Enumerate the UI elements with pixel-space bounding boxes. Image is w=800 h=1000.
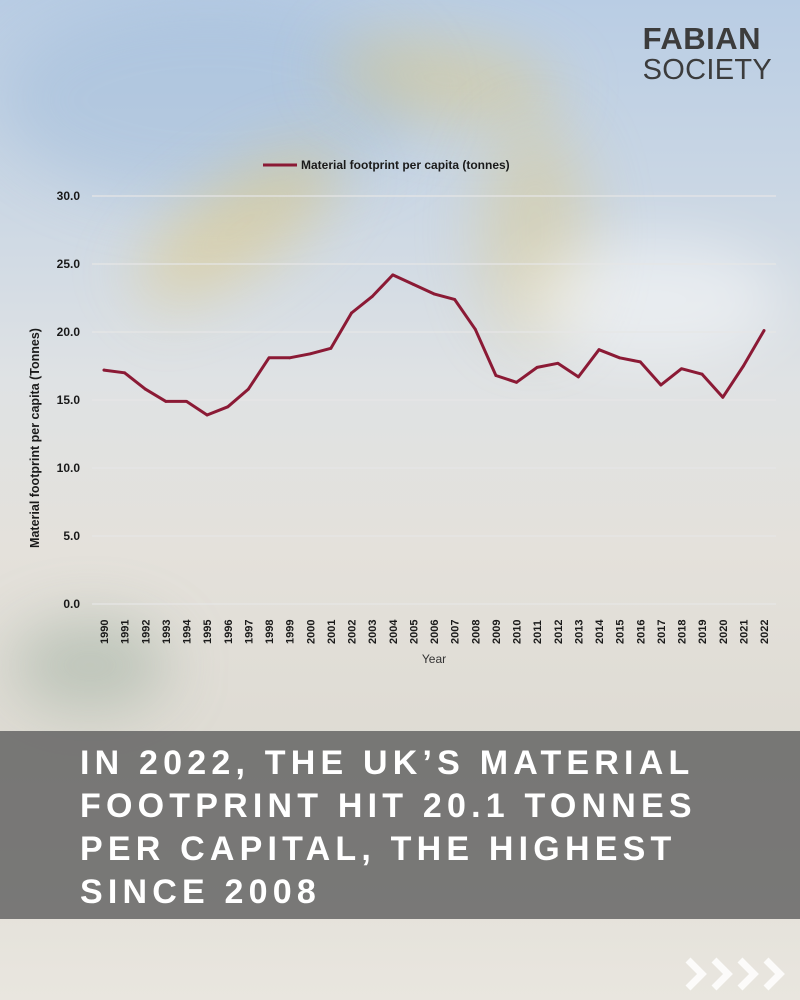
data-point: [638, 360, 642, 364]
y-tick-label: 5.0: [63, 529, 80, 543]
data-point: [267, 356, 271, 360]
chart-legend: Material footprint per capita (tonnes): [263, 158, 510, 172]
y-axis-title: Material footprint per capita (Tonnes): [28, 328, 42, 548]
x-tick-label: 1991: [120, 620, 132, 644]
x-tick-label: 2003: [367, 620, 379, 644]
y-tick-label: 15.0: [57, 393, 81, 407]
data-point: [185, 399, 188, 403]
x-tick-label: 2014: [594, 619, 606, 644]
data-point: [308, 352, 312, 356]
series-layer: [102, 273, 766, 417]
x-tick-label: 1992: [140, 620, 152, 644]
data-point: [700, 372, 704, 376]
x-axis-ticks: 1990 1991 1992 1993 1994 1995 1996 1997 1998 1999…: [99, 619, 771, 644]
data-point: [659, 383, 663, 387]
headline-text: IN 2022, THE UK’S MATERIAL FOOTPRINT HIT…: [80, 744, 697, 911]
data-point: [102, 368, 106, 372]
x-tick-label: 1995: [202, 620, 214, 644]
data-point: [143, 387, 147, 391]
data-point: [576, 375, 580, 379]
x-tick-label: 2022: [759, 620, 771, 644]
x-tick-label: 2010: [512, 620, 524, 644]
x-tick-label: 1996: [223, 620, 235, 644]
x-tick-label: 2004: [388, 619, 400, 644]
x-tick-label: 2008: [470, 620, 482, 644]
y-tick-label: 25.0: [57, 257, 81, 271]
series-line: [102, 273, 766, 417]
data-point: [597, 348, 601, 352]
x-tick-label: 2012: [553, 620, 565, 644]
x-tick-label: 2013: [573, 620, 585, 644]
x-tick-label: 2018: [677, 620, 689, 644]
x-tick-label: 2001: [326, 620, 338, 644]
logo-line-2: SOCIETY: [642, 54, 772, 86]
data-point: [350, 311, 353, 315]
data-point: [205, 413, 209, 417]
material-footprint-chart: 0.05.010.015.020.025.030.0 1990 1991 1992 1…: [28, 158, 776, 666]
data-point: [473, 327, 477, 331]
x-tick-label: 1997: [243, 620, 255, 644]
logo-line-1: FABIAN: [642, 21, 761, 56]
x-tick-label: 2002: [347, 620, 359, 644]
y-tick-label: 0.0: [63, 597, 80, 611]
data-point: [164, 399, 168, 403]
data-point: [680, 367, 683, 371]
data-point: [226, 405, 230, 409]
x-tick-label: 2015: [615, 620, 627, 644]
chevron-right-icon[interactable]: [682, 952, 794, 996]
data-point: [123, 371, 127, 375]
x-tick-label: 1993: [161, 620, 173, 644]
y-tick-label: 20.0: [57, 325, 81, 339]
fabian-society-logo: FABIAN SOCIETY: [642, 21, 772, 86]
data-point: [329, 346, 333, 350]
x-tick-label: 1998: [264, 620, 276, 644]
x-tick-label: 1990: [99, 620, 111, 644]
x-tick-label: 2007: [450, 620, 462, 644]
x-tick-label: 2017: [656, 620, 668, 644]
data-point: [762, 329, 766, 333]
x-tick-label: 1994: [182, 619, 194, 644]
y-tick-label: 10.0: [57, 461, 81, 475]
x-tick-label: 2011: [532, 620, 544, 644]
legend-label: Material footprint per capita (tonnes): [301, 158, 510, 172]
x-tick-label: 2021: [738, 620, 750, 644]
y-tick-label: 30.0: [57, 189, 81, 203]
headline-banner: [0, 731, 800, 919]
data-point: [432, 292, 436, 296]
data-point: [246, 387, 250, 391]
data-point: [535, 365, 539, 369]
data-point: [370, 295, 374, 299]
data-point: [453, 297, 457, 301]
x-tick-label: 2006: [429, 620, 441, 644]
data-point: [411, 283, 415, 286]
x-axis-title: Year: [422, 652, 446, 666]
data-point: [515, 380, 518, 384]
x-tick-label: 2000: [305, 620, 317, 644]
data-point: [494, 374, 498, 377]
x-tick-label: 2016: [635, 620, 647, 644]
data-point: [721, 395, 725, 399]
x-tick-label: 2005: [408, 620, 420, 644]
data-point: [288, 356, 292, 360]
x-tick-label: 2019: [697, 620, 709, 644]
gridlines: [92, 195, 776, 605]
y-axis-ticks: 0.0 5.0 10.0 15.0 20.0 25.0 30.0: [57, 189, 81, 611]
x-tick-label: 2009: [491, 620, 503, 644]
x-tick-label: 2020: [718, 620, 730, 644]
data-point: [391, 273, 395, 277]
x-tick-label: 1999: [285, 620, 297, 644]
data-point: [556, 361, 560, 365]
data-point: [741, 364, 745, 368]
data-point: [618, 356, 622, 360]
